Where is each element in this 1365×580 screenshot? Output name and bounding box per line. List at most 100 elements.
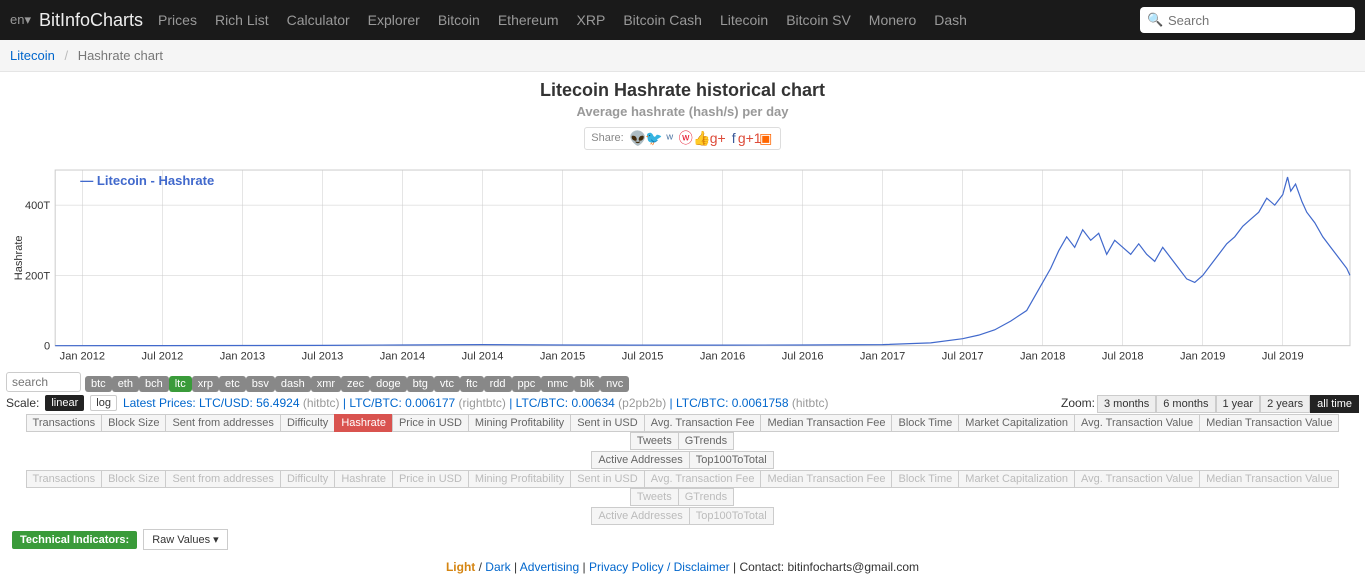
metric-transactions[interactable]: Transactions (26, 414, 103, 432)
metric-sent-from-addresses[interactable]: Sent from addresses (165, 414, 281, 432)
svg-text:Jul 2014: Jul 2014 (462, 350, 504, 362)
share-box: Share: 👽🐦ʷⓦ👍g+fg+1▣ (584, 127, 780, 150)
metric-mining-profitability[interactable]: Mining Profitability (468, 470, 571, 488)
nav-litecoin[interactable]: Litecoin (720, 12, 768, 28)
metric-block-size[interactable]: Block Size (101, 470, 166, 488)
metric-hashrate[interactable]: Hashrate (334, 414, 393, 432)
coin-bsv[interactable]: bsv (246, 376, 275, 392)
nav-bitcoin-cash[interactable]: Bitcoin Cash (623, 12, 702, 28)
theme-light[interactable]: Light (446, 560, 475, 574)
nav-bitcoin-sv[interactable]: Bitcoin SV (786, 12, 851, 28)
metric-tweets[interactable]: Tweets (630, 432, 679, 450)
metric-median-transaction-value[interactable]: Median Transaction Value (1199, 414, 1339, 432)
metric-market-capitalization[interactable]: Market Capitalization (958, 470, 1075, 488)
zoom-2-years[interactable]: 2 years (1260, 395, 1310, 413)
nav-xrp[interactable]: XRP (577, 12, 606, 28)
coin-btg[interactable]: btg (407, 376, 434, 392)
coin-dash[interactable]: dash (275, 376, 311, 392)
metric-avg-transaction-value[interactable]: Avg. Transaction Value (1074, 470, 1200, 488)
metric-top100tototal[interactable]: Top100ToTotal (689, 507, 774, 525)
metric-active-addresses[interactable]: Active Addresses (591, 507, 689, 525)
svg-text:Jul 2018: Jul 2018 (1102, 350, 1144, 362)
weibo-icon[interactable]: ⓦ (678, 130, 694, 146)
vk-icon[interactable]: ʷ (662, 130, 678, 146)
nav-ethereum[interactable]: Ethereum (498, 12, 559, 28)
footer-advertising[interactable]: Advertising (520, 560, 579, 574)
metric-gtrends[interactable]: GTrends (678, 432, 734, 450)
coin-ltc[interactable]: ltc (169, 376, 192, 392)
metric-top100tototal[interactable]: Top100ToTotal (689, 451, 774, 469)
metric-sent-from-addresses[interactable]: Sent from addresses (165, 470, 281, 488)
coin-etc[interactable]: etc (219, 376, 246, 392)
blogger-icon[interactable]: ▣ (758, 131, 774, 147)
footer-privacy[interactable]: Privacy Policy / Disclaimer (589, 560, 730, 574)
coin-xmr[interactable]: xmr (311, 376, 341, 392)
nav-bitcoin[interactable]: Bitcoin (438, 12, 480, 28)
zoom-6-months[interactable]: 6 months (1156, 395, 1215, 413)
raw-values-button[interactable]: Raw Values ▾ (143, 529, 227, 550)
breadcrumb-root[interactable]: Litecoin (10, 48, 55, 63)
metric-hashrate[interactable]: Hashrate (334, 470, 393, 488)
metric-gtrends[interactable]: GTrends (678, 488, 734, 506)
coin-ftc[interactable]: ftc (460, 376, 484, 392)
reddit-icon[interactable]: 👽 (630, 131, 646, 147)
coin-ppc[interactable]: ppc (512, 376, 542, 392)
coin-bch[interactable]: bch (139, 376, 169, 392)
scale-linear-button[interactable]: linear (45, 395, 84, 411)
metric-active-addresses[interactable]: Active Addresses (591, 451, 689, 469)
svg-text:Jan 2019: Jan 2019 (1180, 350, 1225, 362)
coin-blk[interactable]: blk (574, 376, 600, 392)
metric-avg-transaction-value[interactable]: Avg. Transaction Value (1074, 414, 1200, 432)
metric-median-transaction-fee[interactable]: Median Transaction Fee (760, 414, 892, 432)
scale-log-button[interactable]: log (90, 395, 117, 411)
metric-price-in-usd[interactable]: Price in USD (392, 470, 469, 488)
nav-explorer[interactable]: Explorer (368, 12, 420, 28)
metric-tweets[interactable]: Tweets (630, 488, 679, 506)
metric-price-in-usd[interactable]: Price in USD (392, 414, 469, 432)
coin-nvc[interactable]: nvc (600, 376, 629, 392)
metric-difficulty[interactable]: Difficulty (280, 470, 335, 488)
coin-search-input[interactable] (6, 372, 81, 392)
coin-rdd[interactable]: rdd (484, 376, 512, 392)
search-input[interactable] (1140, 7, 1355, 33)
like-icon[interactable]: 👍 (694, 131, 710, 147)
footer-contact-label: Contact: (739, 560, 784, 574)
coin-nmc[interactable]: nmc (541, 376, 574, 392)
brand-logo[interactable]: BitInfoCharts (39, 10, 143, 31)
nav-calculator[interactable]: Calculator (287, 12, 350, 28)
twitter-icon[interactable]: 🐦 (646, 131, 662, 147)
language-selector[interactable]: en▾ (10, 12, 31, 28)
coin-vtc[interactable]: vtc (434, 376, 460, 392)
metric-sent-in-usd[interactable]: Sent in USD (570, 470, 645, 488)
metric-median-transaction-fee[interactable]: Median Transaction Fee (760, 470, 892, 488)
zoom-all-time[interactable]: all time (1310, 395, 1359, 413)
metric-avg-transaction-fee[interactable]: Avg. Transaction Fee (644, 470, 762, 488)
coin-btc[interactable]: btc (85, 376, 112, 392)
nav-rich-list[interactable]: Rich List (215, 12, 269, 28)
metric-block-time[interactable]: Block Time (891, 470, 959, 488)
svg-text:Jul 2019: Jul 2019 (1262, 350, 1304, 362)
nav-monero[interactable]: Monero (869, 12, 916, 28)
coin-doge[interactable]: doge (370, 376, 406, 392)
metric-mining-profitability[interactable]: Mining Profitability (468, 414, 571, 432)
metric-sent-in-usd[interactable]: Sent in USD (570, 414, 645, 432)
title-area: Litecoin Hashrate historical chart Avera… (0, 72, 1365, 123)
metric-market-capitalization[interactable]: Market Capitalization (958, 414, 1075, 432)
coin-xrp[interactable]: xrp (192, 376, 219, 392)
metric-median-transaction-value[interactable]: Median Transaction Value (1199, 470, 1339, 488)
gplus-icon[interactable]: g+ (710, 130, 726, 146)
nav-prices[interactable]: Prices (158, 12, 197, 28)
metric-avg-transaction-fee[interactable]: Avg. Transaction Fee (644, 414, 762, 432)
metric-block-time[interactable]: Block Time (891, 414, 959, 432)
zoom-3-months[interactable]: 3 months (1097, 395, 1156, 413)
zoom-1-year[interactable]: 1 year (1216, 395, 1261, 413)
metric-difficulty[interactable]: Difficulty (280, 414, 335, 432)
nav-dash[interactable]: Dash (934, 12, 967, 28)
gplus1-icon[interactable]: g+1 (742, 130, 758, 146)
metric-transactions[interactable]: Transactions (26, 470, 103, 488)
svg-text:Jul 2017: Jul 2017 (942, 350, 984, 362)
coin-eth[interactable]: eth (112, 376, 139, 392)
coin-zec[interactable]: zec (341, 376, 370, 392)
theme-dark[interactable]: Dark (485, 560, 510, 574)
metric-block-size[interactable]: Block Size (101, 414, 166, 432)
